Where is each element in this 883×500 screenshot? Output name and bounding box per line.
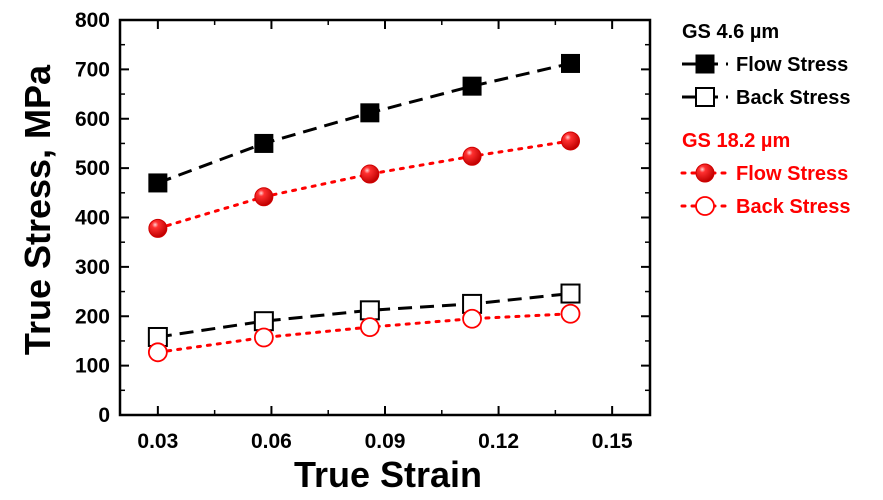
marker-filled-circle <box>695 163 715 183</box>
y-axis-title: True Stress, MPa <box>17 64 58 355</box>
x-tick-label: 0.12 <box>478 430 519 453</box>
marker-filled-square <box>561 53 580 73</box>
y-tick-label: 500 <box>75 157 110 180</box>
marker-open-square <box>253 311 274 332</box>
marker-open-circle <box>695 196 715 216</box>
y-tick-label: 300 <box>75 256 110 279</box>
series-line <box>157 61 571 185</box>
y-tick-label: 600 <box>75 108 110 131</box>
marker-filled-circle <box>254 187 274 207</box>
marker-filled-square <box>695 54 715 74</box>
y-tick-label: 100 <box>75 355 110 378</box>
marker-open-circle <box>253 327 274 348</box>
legend-entry-label: Back Stress <box>736 196 851 218</box>
marker-open-circle <box>560 303 581 324</box>
marker-filled-square <box>360 103 380 123</box>
marker-filled-circle <box>561 131 580 151</box>
marker-filled-square <box>462 76 482 96</box>
marker-open-circle <box>147 342 168 363</box>
marker-open-circle <box>359 317 380 338</box>
marker-filled-circle <box>462 146 482 166</box>
marker-filled-circle <box>360 164 380 184</box>
marker-open-square <box>560 283 581 304</box>
legend: GS 4.6 µm Flow Stress Back Stress GS 18.2 µ… <box>680 21 851 218</box>
legend-group-title: GS 4.6 µm <box>682 21 779 43</box>
marker-filled-square <box>148 173 168 193</box>
y-tick-label: 800 <box>75 9 110 32</box>
legend-entry-label: Flow Stress <box>736 54 848 76</box>
legend-group-title: GS 18.2 µm <box>682 130 790 152</box>
x-tick-label: 0.15 <box>592 430 633 453</box>
series-line <box>156 139 572 230</box>
y-tick-label: 0 <box>98 404 110 427</box>
legend-entry-label: Flow Stress <box>736 163 848 185</box>
y-tick-label: 200 <box>75 305 110 328</box>
marker-filled-square <box>254 133 274 153</box>
marker-filled-circle <box>148 218 168 238</box>
marker-open-square <box>359 300 380 321</box>
marker-open-square <box>695 87 715 107</box>
y-tick-label: 400 <box>75 207 110 230</box>
x-axis-title: True Strain <box>294 454 482 495</box>
marker-open-circle <box>462 308 482 329</box>
legend-entry-label: Back Stress <box>736 87 851 109</box>
y-tick-label: 700 <box>75 58 110 81</box>
x-tick-label: 0.09 <box>365 430 406 453</box>
series-line <box>157 292 571 339</box>
x-tick-label: 0.06 <box>251 430 292 453</box>
x-tick-label: 0.03 <box>137 430 178 453</box>
